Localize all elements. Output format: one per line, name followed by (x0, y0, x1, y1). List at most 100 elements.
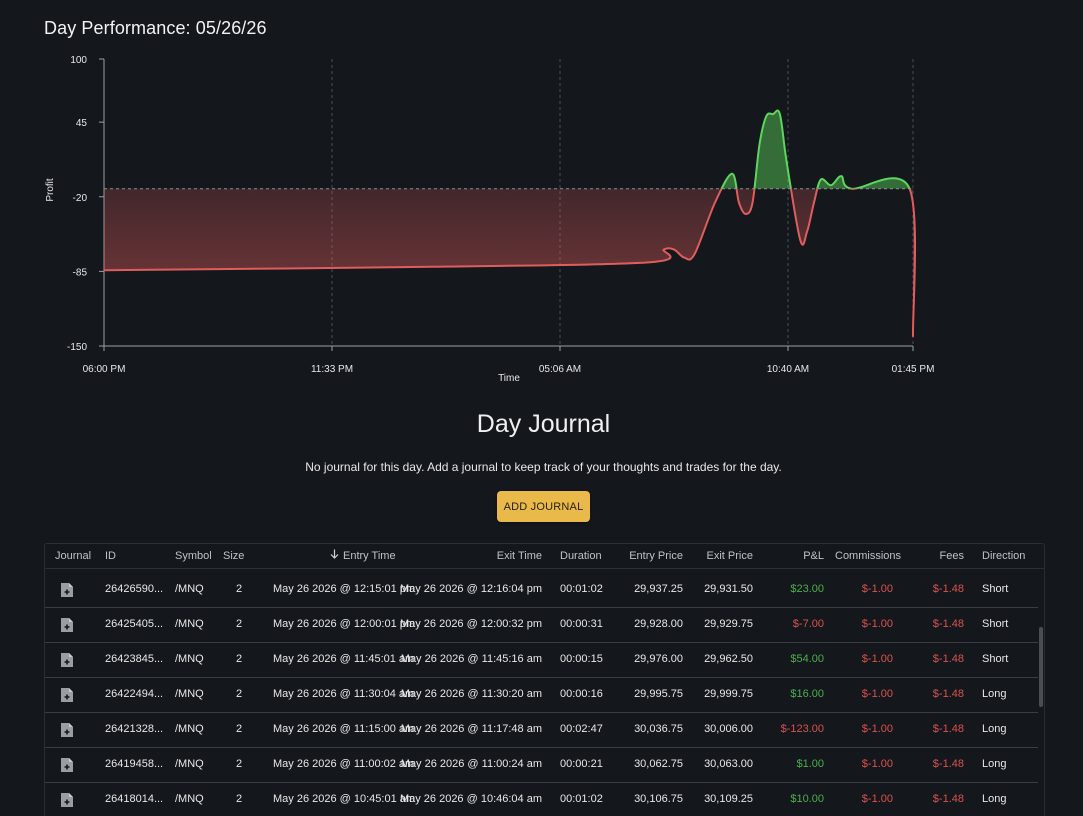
table-row[interactable]: 26419458... /MNQ 2 May 26 2026 @ 11:00:02 a… (45, 747, 1038, 783)
column-header-exit-price[interactable]: Exit Price (706, 550, 753, 562)
cell-id: 26418014... (105, 793, 164, 805)
journal-empty-message: No journal for this day. Add a journal t… (305, 460, 782, 474)
cell-entry-price: 29,937.25 (634, 583, 683, 595)
cell-exit-price: 29,929.75 (704, 618, 753, 630)
cell-symbol: /MNQ (175, 618, 204, 630)
x-tick-label: 05:06 AM (539, 364, 581, 375)
column-header-journal[interactable]: Journal (55, 550, 92, 562)
cell-symbol: /MNQ (175, 723, 204, 735)
cell-entry-price: 30,106.75 (634, 793, 683, 805)
cell-fees: $-1.48 (932, 618, 964, 630)
cell-entry-price: 29,976.00 (634, 653, 683, 665)
profit-area-chart: 100 45 -20 -85 -150 06:00 PM 11:33 PM 05:06 AM 1… (45, 55, 935, 384)
add-journal-file-icon[interactable] (60, 582, 74, 598)
cell-duration: 00:01:02 (560, 583, 603, 595)
cell-entry-price: 30,062.75 (634, 758, 683, 770)
cell-symbol: /MNQ (175, 583, 204, 595)
y-tick-label: -20 (73, 193, 88, 204)
cell-direction: Short (982, 583, 1009, 595)
column-header-direction[interactable]: Direction (982, 550, 1026, 562)
cell-commissions: $-1.00 (861, 723, 893, 735)
column-header-symbol[interactable]: Symbol (175, 550, 212, 562)
cell-direction: Long (982, 688, 1007, 700)
cell-exit-time: May 26 2026 @ 11:30:20 am (400, 688, 542, 700)
column-header-entry-time[interactable]: Entry Time (330, 544, 396, 568)
y-tick-label: -85 (73, 267, 88, 278)
column-header-size[interactable]: Size (223, 550, 245, 562)
cell-symbol: /MNQ (175, 653, 204, 665)
cell-duration: 00:02:47 (560, 723, 603, 735)
cell-symbol: /MNQ (175, 758, 204, 770)
cell-entry-time: May 26 2026 @ 11:15:00 am (273, 723, 415, 735)
cell-symbol: /MNQ (175, 793, 204, 805)
scrollbar-thumb[interactable] (1039, 627, 1043, 707)
page-title: Day Performance: 05/26/26 (44, 18, 267, 38)
cell-entry-time: May 26 2026 @ 12:00:01 pm (273, 618, 416, 630)
cell-pnl: $23.00 (790, 583, 824, 595)
cell-size: 2 (236, 758, 243, 770)
add-journal-file-icon[interactable] (60, 792, 74, 808)
cell-commissions: $-1.00 (861, 653, 893, 665)
cell-fees: $-1.48 (932, 793, 964, 805)
cell-size: 2 (236, 793, 243, 805)
table-row[interactable]: 26421328... /MNQ 2 May 26 2026 @ 11:15:00 a… (45, 712, 1038, 748)
cell-exit-price: 29,999.75 (704, 688, 753, 700)
arrow-down-icon (330, 544, 339, 568)
table-row[interactable]: 26425405... /MNQ 2 May 26 2026 @ 12:00:01 p… (45, 607, 1038, 643)
column-header-duration[interactable]: Duration (560, 550, 602, 562)
cell-entry-time: May 26 2026 @ 10:45:01 am (273, 793, 416, 805)
cell-id: 26421328... (105, 723, 164, 735)
add-journal-file-icon[interactable] (60, 617, 74, 633)
cell-entry-price: 29,928.00 (634, 618, 683, 630)
x-tick-label: 10:40 AM (767, 364, 809, 375)
cell-size: 2 (236, 688, 243, 700)
cell-exit-price: 30,006.00 (704, 723, 753, 735)
cell-duration: 00:00:16 (560, 688, 603, 700)
cell-duration: 00:01:02 (560, 793, 603, 805)
column-header-fees[interactable]: Fees (939, 550, 964, 562)
add-journal-file-icon[interactable] (60, 652, 74, 668)
scrollbar[interactable] (1038, 572, 1044, 816)
cell-id: 26422494... (105, 688, 164, 700)
y-tick-label: 100 (70, 55, 87, 66)
add-journal-file-icon[interactable] (60, 722, 74, 738)
cell-size: 2 (236, 583, 243, 595)
cell-direction: Long (982, 793, 1007, 805)
cell-exit-price: 29,931.50 (704, 583, 753, 595)
cell-pnl: $1.00 (796, 758, 824, 770)
profit-line-negative (104, 188, 917, 337)
column-header-id[interactable]: ID (105, 550, 116, 562)
cell-commissions: $-1.00 (861, 583, 893, 595)
cell-id: 26419458... (105, 758, 164, 770)
x-axis-label: Time (498, 373, 520, 384)
cell-exit-price: 30,063.00 (704, 758, 753, 770)
column-header-pnl[interactable]: P&L (803, 550, 824, 562)
journal-heading: Day Journal (476, 410, 611, 438)
table-row[interactable]: 26422494... /MNQ 2 May 26 2026 @ 11:30:04 a… (45, 677, 1038, 713)
cell-direction: Short (982, 653, 1009, 665)
cell-commissions: $-1.00 (861, 793, 893, 805)
table-row[interactable]: 26426590... /MNQ 2 May 26 2026 @ 12:15:01 p… (45, 572, 1038, 608)
x-tick-label: 06:00 PM (83, 364, 126, 375)
column-header-exit-time[interactable]: Exit Time (496, 550, 542, 562)
x-tick-label: 01:45 PM (892, 364, 935, 375)
trades-table: Journal ID Symbol Size Entry Time Exit T… (44, 543, 1045, 816)
cell-direction: Long (982, 723, 1007, 735)
add-journal-file-icon[interactable] (60, 687, 74, 703)
cell-pnl: $-7.00 (792, 618, 824, 630)
cell-exit-time: May 26 2026 @ 12:16:04 pm (399, 583, 542, 595)
table-row[interactable]: 26418014... /MNQ 2 May 26 2026 @ 10:45:01 a… (45, 782, 1038, 816)
add-journal-button[interactable]: ADD JOURNAL (497, 491, 590, 522)
column-header-commissions[interactable]: Commissions (835, 550, 902, 562)
cell-entry-time: May 26 2026 @ 12:15:01 pm (273, 583, 416, 595)
profit-area-negative (104, 188, 916, 337)
table-row[interactable]: 26423845... /MNQ 2 May 26 2026 @ 11:45:01 a… (45, 642, 1038, 678)
y-axis-label: Profit (45, 178, 56, 202)
cell-exit-time: May 26 2026 @ 11:17:48 am (400, 723, 542, 735)
profit-area-positive (721, 110, 910, 189)
cell-commissions: $-1.00 (861, 618, 893, 630)
cell-exit-time: May 26 2026 @ 10:46:04 am (399, 793, 542, 805)
add-journal-file-icon[interactable] (60, 757, 74, 773)
profit-line-positive (720, 109, 911, 189)
column-header-entry-price[interactable]: Entry Price (629, 550, 683, 562)
